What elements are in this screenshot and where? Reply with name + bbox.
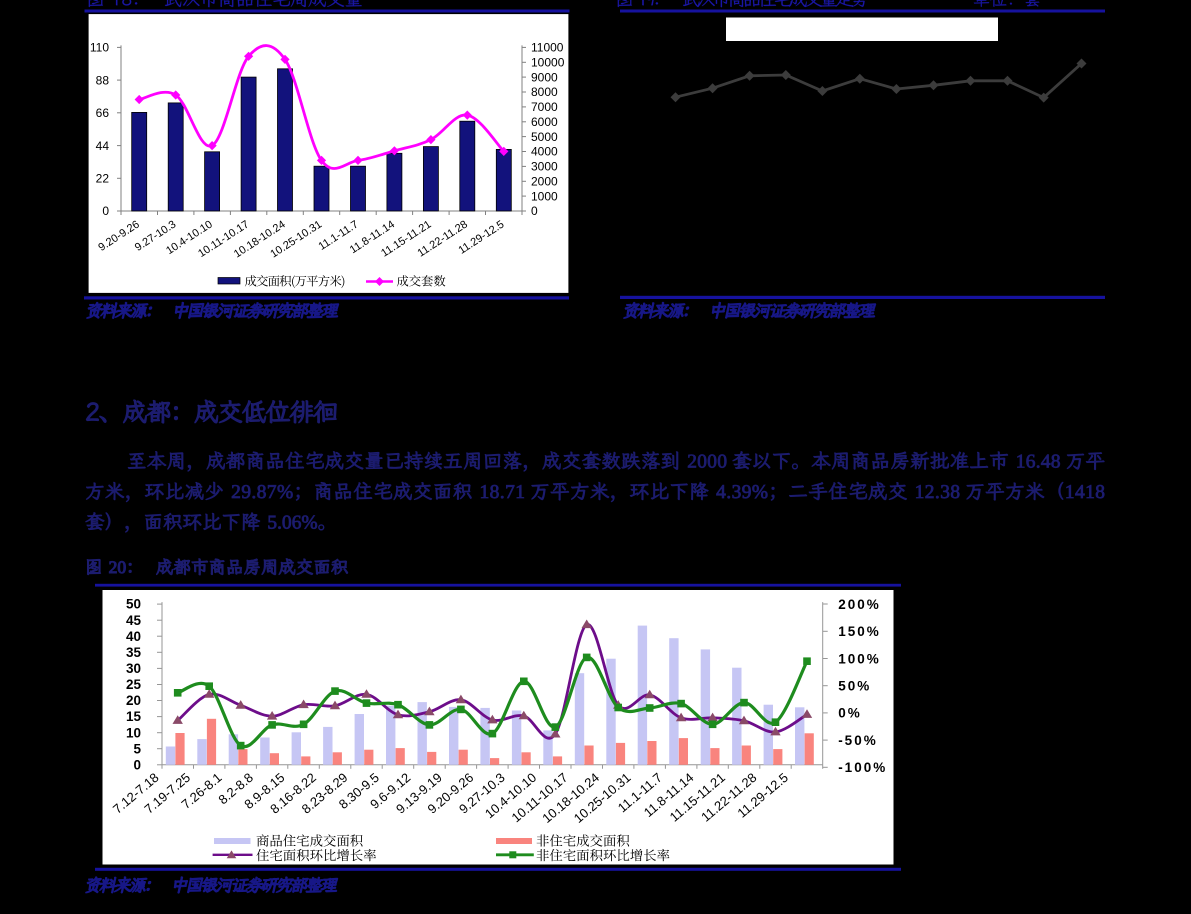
svg-text:150%: 150%	[838, 624, 881, 639]
svg-text:30: 30	[126, 661, 141, 676]
svg-text:0: 0	[102, 204, 109, 218]
svg-text:4000: 4000	[531, 145, 558, 159]
svg-text:-100%: -100%	[838, 760, 887, 775]
svg-text:10: 10	[126, 725, 141, 740]
svg-text:11000: 11000	[531, 41, 564, 55]
svg-text:22: 22	[96, 172, 110, 186]
svg-text:66: 66	[96, 106, 110, 120]
svg-text:6000: 6000	[531, 115, 558, 129]
svg-text:0: 0	[531, 204, 538, 218]
svg-text:88: 88	[96, 73, 110, 87]
svg-text:100%: 100%	[838, 651, 881, 666]
svg-text:-50%: -50%	[838, 733, 878, 748]
svg-text:9000: 9000	[531, 70, 558, 84]
svg-text:40: 40	[126, 629, 141, 644]
svg-text:1000: 1000	[531, 189, 558, 203]
svg-text:45: 45	[126, 613, 142, 628]
svg-text:20: 20	[126, 693, 141, 708]
svg-text:50%: 50%	[838, 679, 871, 694]
svg-text:5000: 5000	[531, 130, 558, 144]
svg-text:44: 44	[96, 139, 110, 153]
svg-text:35: 35	[126, 645, 142, 660]
svg-text:0%: 0%	[838, 706, 862, 721]
svg-text:15: 15	[126, 709, 142, 724]
svg-text:200%: 200%	[838, 597, 881, 612]
svg-text:7000: 7000	[531, 100, 558, 114]
svg-text:8000: 8000	[531, 85, 558, 99]
svg-text:0: 0	[133, 757, 141, 772]
svg-text:25: 25	[126, 677, 142, 692]
svg-text:10000: 10000	[531, 56, 565, 70]
svg-text:5: 5	[133, 741, 141, 756]
svg-text:2000: 2000	[531, 175, 558, 189]
svg-text:50: 50	[126, 597, 141, 612]
svg-text:3000: 3000	[531, 160, 558, 174]
svg-text:110: 110	[90, 41, 109, 55]
